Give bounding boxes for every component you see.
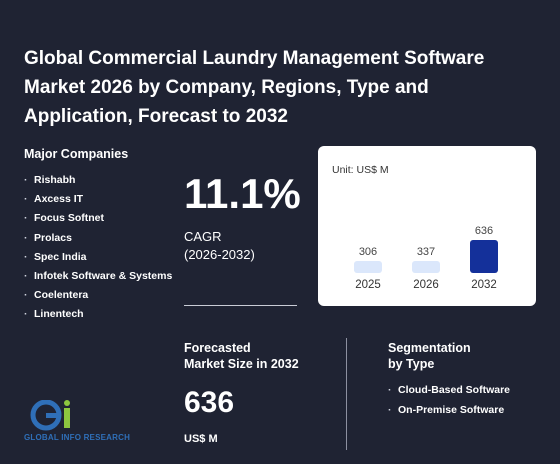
- segment-item: Cloud-Based Software: [388, 380, 510, 400]
- cagr-value: 11.1%: [184, 170, 301, 217]
- segment-item: On-Premise Software: [388, 400, 510, 420]
- companies-list: Rishabh Axcess IT Focus Softnet Prolacs …: [24, 171, 174, 325]
- company-item: Coelentera: [24, 286, 174, 305]
- section-divider: [346, 338, 347, 450]
- major-companies-heading: Major Companies: [24, 147, 129, 161]
- forecast-heading: Forecasted Market Size in 2032: [184, 340, 299, 372]
- company-item: Rishabh: [24, 171, 174, 190]
- chart-unit-label: Unit: US$ M: [332, 164, 389, 176]
- company-item: Spec India: [24, 248, 174, 267]
- segment-list: Cloud-Based Software On-Premise Software: [388, 380, 510, 420]
- gi-logo-icon: [30, 399, 70, 431]
- company-logo: GLOBAL INFO RESEARCH: [24, 399, 144, 446]
- segmentation-heading-line2: by Type: [388, 357, 435, 371]
- company-item: Prolacs: [24, 229, 174, 248]
- page-title: Global Commercial Laundry Management Sof…: [24, 48, 485, 127]
- segmentation-heading-line1: Segmentation: [388, 341, 471, 355]
- company-item: Infotek Software & Systems: [24, 267, 174, 286]
- cagr-label-text: CAGR: [184, 229, 222, 244]
- forecast-unit: US$ M: [184, 433, 218, 445]
- forecast-value: 636: [184, 386, 235, 419]
- data-label-2026: 337: [417, 246, 435, 258]
- chart-svg: 306 2025 337 2026 636 2032: [354, 225, 498, 291]
- segmentation-heading: Segmentation by Type: [388, 340, 471, 372]
- bar-2025: [354, 261, 382, 273]
- x-tick-2025: 2025: [355, 279, 381, 291]
- cagr-underline: [184, 305, 297, 306]
- x-tick-2026: 2026: [413, 279, 439, 291]
- x-tick-2032: 2032: [471, 279, 497, 291]
- data-label-2032: 636: [475, 225, 493, 237]
- forecast-heading-line1: Forecasted: [184, 341, 251, 355]
- company-item: Linentech: [24, 305, 174, 324]
- cagr-label: CAGR (2026-2032): [184, 228, 255, 264]
- forecast-heading-line2: Market Size in 2032: [184, 357, 299, 371]
- bar-2032: [470, 240, 498, 273]
- company-item: Axcess IT: [24, 190, 174, 209]
- market-size-chart: Unit: US$ M 306 2025 337 2026 636 2032: [318, 146, 536, 306]
- data-label-2025: 306: [359, 246, 377, 258]
- cagr-period: (2026-2032): [184, 247, 255, 262]
- bar-2026: [412, 261, 440, 273]
- logo-text: GLOBAL INFO RESEARCH: [24, 433, 131, 442]
- company-item: Focus Softnet: [24, 209, 174, 228]
